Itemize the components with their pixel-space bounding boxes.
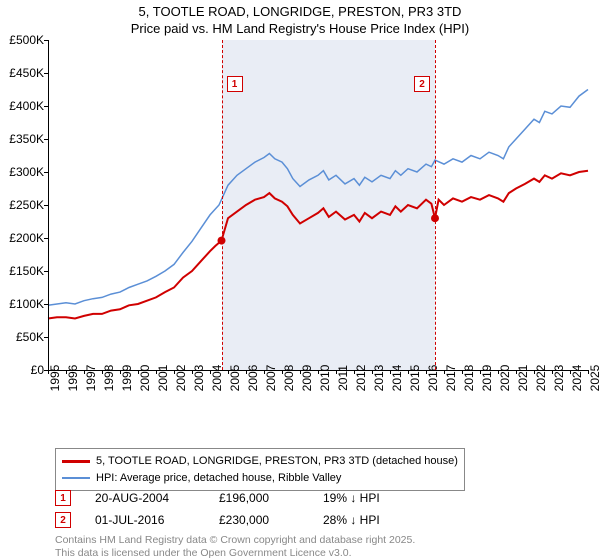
x-tick-label: 2020 — [498, 365, 512, 392]
x-tick-label: 2013 — [372, 365, 386, 392]
x-tick-label: 2017 — [444, 365, 458, 392]
y-tick-label: £50K — [16, 330, 44, 344]
marker-box: 2 — [414, 76, 430, 92]
y-tick — [44, 73, 48, 74]
y-tick — [44, 139, 48, 140]
y-tick-label: £200K — [9, 231, 44, 245]
sale-pct: 28% ↓ HPI — [323, 513, 423, 527]
x-tick-label: 1997 — [84, 365, 98, 392]
x-tick-label: 2001 — [156, 365, 170, 392]
plot-area: £0£50K£100K£150K£200K£250K£300K£350K£400… — [48, 40, 588, 370]
y-tick — [44, 106, 48, 107]
y-tick-label: £350K — [9, 132, 44, 146]
legend-box: 5, TOOTLE ROAD, LONGRIDGE, PRESTON, PR3 … — [55, 448, 465, 491]
sales-table: 1 20-AUG-2004 £196,000 19% ↓ HPI 2 01-JUL-201… — [55, 490, 423, 534]
x-tick-label: 2014 — [390, 365, 404, 392]
series-price_paid — [48, 171, 588, 319]
marker-line — [222, 40, 223, 370]
y-tick — [44, 172, 48, 173]
x-tick-label: 2025 — [588, 365, 600, 392]
title-block: 5, TOOTLE ROAD, LONGRIDGE, PRESTON, PR3 … — [0, 0, 600, 38]
sale-marker-box: 2 — [55, 512, 71, 528]
y-tick — [44, 205, 48, 206]
legend-row-hpi: HPI: Average price, detached house, Ribb… — [62, 470, 458, 487]
chart-area: £0 £50K £100K £150K £200K £250K £300K £350K £400… — [0, 40, 600, 410]
sale-row: 1 20-AUG-2004 £196,000 19% ↓ HPI — [55, 490, 423, 506]
y-tick-label: £450K — [9, 66, 44, 80]
chart-container: 5, TOOTLE ROAD, LONGRIDGE, PRESTON, PR3 … — [0, 0, 600, 560]
y-tick-label: £500K — [9, 33, 44, 47]
y-axis — [48, 40, 49, 370]
x-tick-label: 2010 — [318, 365, 332, 392]
x-tick-label: 2018 — [462, 365, 476, 392]
x-tick-label: 1998 — [102, 365, 116, 392]
y-tick — [44, 337, 48, 338]
y-tick-label: £100K — [9, 297, 44, 311]
footer-text: Contains HM Land Registry data © Crown c… — [55, 534, 415, 560]
marker-box: 1 — [227, 76, 243, 92]
y-tick — [44, 271, 48, 272]
x-tick-label: 2021 — [516, 365, 530, 392]
x-tick-label: 2023 — [552, 365, 566, 392]
title-line-1: 5, TOOTLE ROAD, LONGRIDGE, PRESTON, PR3 … — [0, 4, 600, 21]
x-tick-label: 2015 — [408, 365, 422, 392]
sale-row: 2 01-JUL-2016 £230,000 28% ↓ HPI — [55, 512, 423, 528]
x-tick-label: 2000 — [138, 365, 152, 392]
x-tick-label: 2006 — [246, 365, 260, 392]
series-svg — [48, 40, 588, 370]
x-tick-label: 1996 — [66, 365, 80, 392]
x-tick-label: 2005 — [228, 365, 242, 392]
x-tick-label: 2011 — [336, 365, 350, 391]
x-tick-label: 2009 — [300, 365, 314, 392]
sale-price: £196,000 — [219, 491, 299, 505]
x-tick-label: 2022 — [534, 365, 548, 392]
title-line-2: Price paid vs. HM Land Registry's House … — [0, 21, 600, 38]
legend-row-price-paid: 5, TOOTLE ROAD, LONGRIDGE, PRESTON, PR3 … — [62, 453, 458, 470]
x-tick-label: 2012 — [354, 365, 368, 392]
legend-swatch-hpi — [62, 477, 90, 479]
x-tick-label: 2008 — [282, 365, 296, 392]
x-tick-label: 1995 — [48, 365, 62, 392]
x-tick-label: 2003 — [192, 365, 206, 392]
y-tick-label: £0 — [31, 363, 44, 377]
y-tick-label: £300K — [9, 165, 44, 179]
sale-date: 20-AUG-2004 — [95, 491, 195, 505]
y-tick — [44, 40, 48, 41]
x-tick-label: 2007 — [264, 365, 278, 392]
x-tick-label: 2019 — [480, 365, 494, 392]
legend-label-price-paid: 5, TOOTLE ROAD, LONGRIDGE, PRESTON, PR3 … — [96, 453, 458, 470]
y-tick — [44, 238, 48, 239]
sale-marker-box: 1 — [55, 490, 71, 506]
x-tick-label: 2002 — [174, 365, 188, 392]
x-tick-label: 2024 — [570, 365, 584, 392]
sale-pct: 19% ↓ HPI — [323, 491, 423, 505]
y-tick-label: £400K — [9, 99, 44, 113]
x-tick-label: 1999 — [120, 365, 134, 392]
y-tick-label: £250K — [9, 198, 44, 212]
y-tick-label: £150K — [9, 264, 44, 278]
footer-line-2: This data is licensed under the Open Gov… — [55, 547, 415, 560]
footer-line-1: Contains HM Land Registry data © Crown c… — [55, 534, 415, 547]
x-tick-label: 2016 — [426, 365, 440, 392]
legend-label-hpi: HPI: Average price, detached house, Ribb… — [96, 470, 341, 487]
marker-line — [435, 40, 436, 370]
legend-swatch-price-paid — [62, 460, 90, 463]
sale-date: 01-JUL-2016 — [95, 513, 195, 527]
sale-price: £230,000 — [219, 513, 299, 527]
y-tick — [44, 304, 48, 305]
